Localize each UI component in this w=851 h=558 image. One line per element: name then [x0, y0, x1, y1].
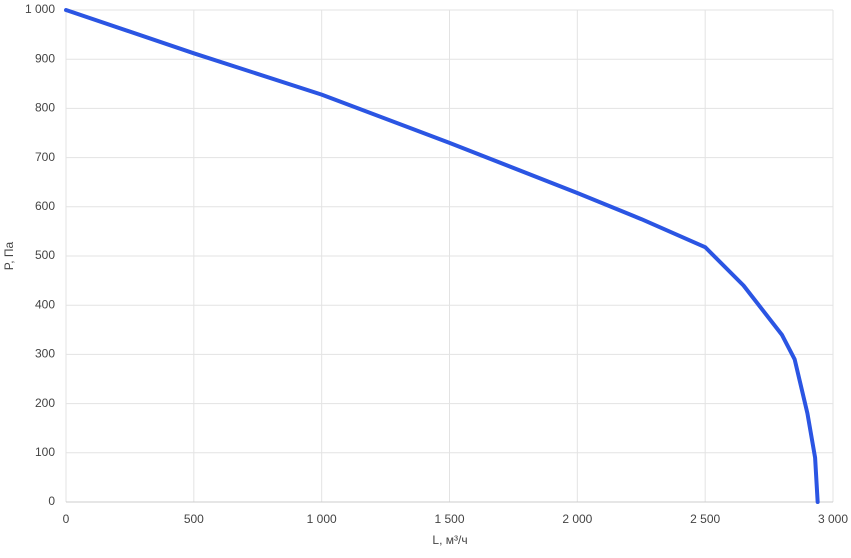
- y-tick-label: 900: [35, 51, 55, 65]
- x-tick-label: 1 500: [434, 512, 464, 526]
- data-line: [64, 8, 820, 504]
- y-tick-label: 800: [35, 101, 55, 115]
- x-tick-label: 0: [63, 512, 70, 526]
- y-tick-label: 200: [35, 396, 55, 410]
- y-axis-label: P, Па: [2, 241, 16, 270]
- y-tick-label: 100: [35, 445, 55, 459]
- y-tick-label: 1 000: [25, 2, 55, 16]
- y-tick-label: 300: [35, 347, 55, 361]
- y-tick-label: 0: [48, 494, 55, 508]
- x-tick-label: 1 000: [307, 512, 337, 526]
- x-tick-label: 500: [184, 512, 204, 526]
- y-tick-label: 700: [35, 150, 55, 164]
- y-tick-label: 600: [35, 199, 55, 213]
- x-tick-label: 2 000: [562, 512, 592, 526]
- x-tick-label: 3 000: [818, 512, 848, 526]
- x-axis-label: L, м³/ч: [432, 533, 467, 547]
- x-tick-label: 2 500: [690, 512, 720, 526]
- y-tick-label: 400: [35, 297, 55, 311]
- y-tick-label: 500: [35, 248, 55, 262]
